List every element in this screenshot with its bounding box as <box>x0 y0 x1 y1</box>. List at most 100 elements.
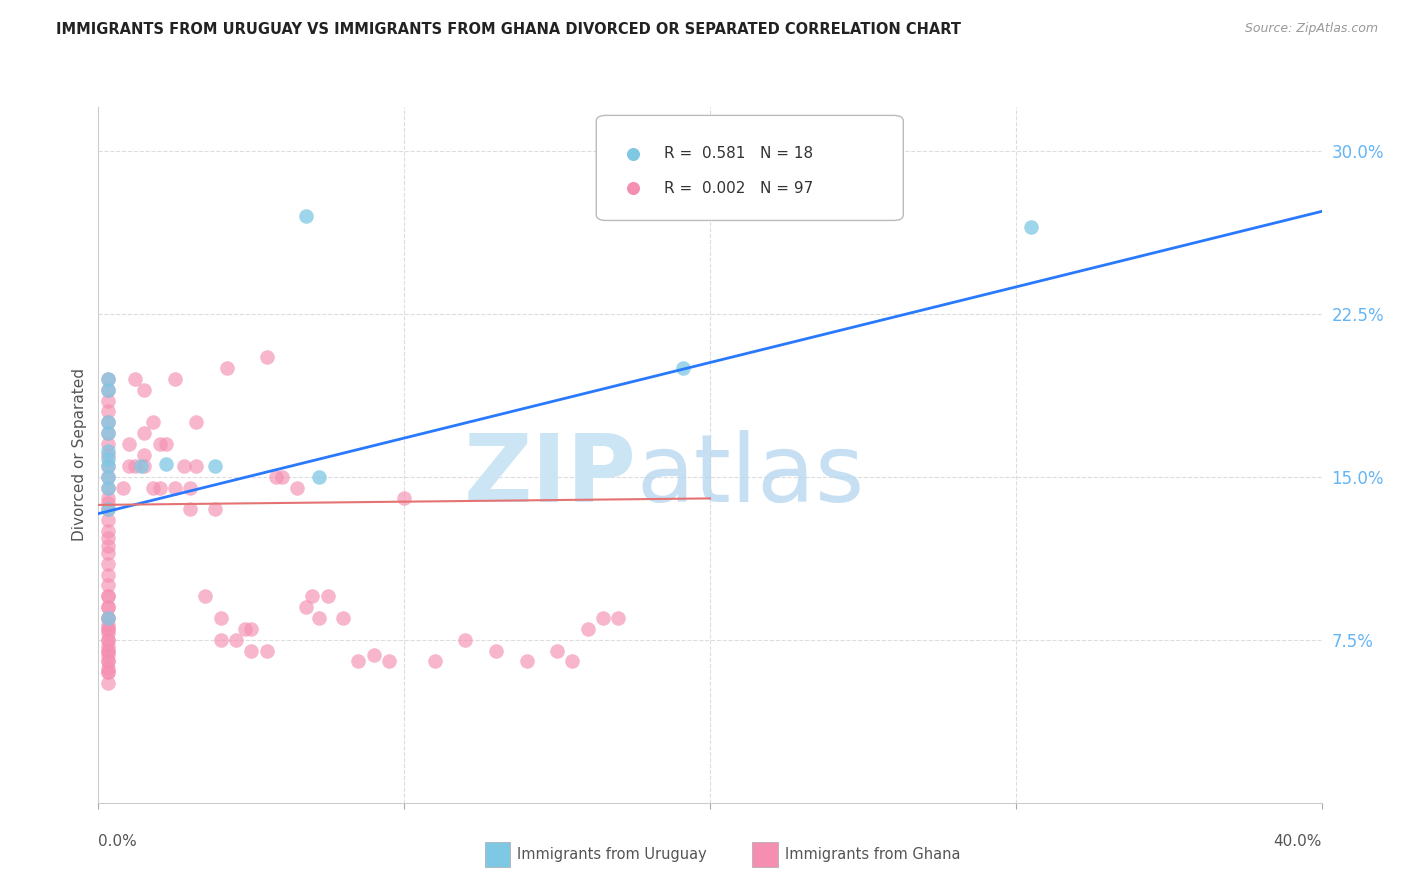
Point <box>97 539 120 553</box>
Point <box>179 481 201 495</box>
Point <box>209 611 232 625</box>
Point <box>392 491 416 506</box>
Point <box>240 643 263 657</box>
Point <box>264 469 287 483</box>
Point <box>209 632 232 647</box>
Point <box>134 426 156 441</box>
Point <box>378 655 401 669</box>
Point <box>97 639 120 653</box>
Point <box>142 481 165 495</box>
Point <box>186 458 208 473</box>
Point <box>134 458 156 473</box>
Point <box>97 622 120 636</box>
Point <box>204 502 226 516</box>
Point <box>97 643 120 657</box>
Point <box>97 415 120 429</box>
Point <box>134 448 156 462</box>
Point <box>256 350 278 364</box>
Point <box>256 643 278 657</box>
Text: 0.0%: 0.0% <box>98 834 138 849</box>
Point <box>186 415 208 429</box>
Point <box>97 589 120 603</box>
Point <box>155 457 177 471</box>
Point <box>97 415 120 429</box>
Point <box>118 458 141 473</box>
Point <box>149 481 172 495</box>
Point <box>97 626 120 640</box>
Point <box>97 655 120 669</box>
Point <box>215 360 238 375</box>
Point <box>97 496 120 510</box>
Point <box>163 372 186 386</box>
Point <box>285 481 308 495</box>
Point <box>516 655 538 669</box>
Point <box>124 372 146 386</box>
Point <box>97 404 120 418</box>
Point <box>97 600 120 615</box>
Point <box>97 661 120 675</box>
Y-axis label: Divorced or Separated: Divorced or Separated <box>72 368 87 541</box>
Point <box>97 426 120 441</box>
Point <box>97 481 120 495</box>
Point <box>332 611 354 625</box>
Point <box>97 502 120 516</box>
Point <box>111 481 134 495</box>
Point <box>97 557 120 571</box>
Text: Immigrants from Uruguay: Immigrants from Uruguay <box>517 847 707 862</box>
Point <box>347 655 370 669</box>
Point <box>240 622 263 636</box>
Text: ZIP: ZIP <box>464 430 637 522</box>
Point <box>142 415 165 429</box>
Point <box>155 437 177 451</box>
Point <box>97 481 120 495</box>
Point <box>97 448 120 462</box>
Point <box>546 643 568 657</box>
Point <box>423 655 446 669</box>
Point <box>97 632 120 647</box>
Point <box>97 665 120 680</box>
Point <box>97 452 120 467</box>
Point <box>97 611 120 625</box>
Text: atlas: atlas <box>637 430 865 522</box>
Point <box>270 469 292 483</box>
Text: R =  0.581   N = 18: R = 0.581 N = 18 <box>664 146 813 161</box>
Point <box>97 393 120 408</box>
Text: IMMIGRANTS FROM URUGUAY VS IMMIGRANTS FROM GHANA DIVORCED OR SEPARATED CORRELATI: IMMIGRANTS FROM URUGUAY VS IMMIGRANTS FR… <box>56 22 962 37</box>
Point <box>97 443 120 458</box>
Point <box>97 617 120 632</box>
Point <box>97 611 120 625</box>
Text: Immigrants from Ghana: Immigrants from Ghana <box>785 847 960 862</box>
Point <box>97 578 120 592</box>
Point <box>97 437 120 451</box>
Point <box>97 655 120 669</box>
Point <box>225 632 247 647</box>
Point <box>97 469 120 483</box>
Text: Source: ZipAtlas.com: Source: ZipAtlas.com <box>1244 22 1378 36</box>
Point <box>118 437 141 451</box>
Point <box>97 632 120 647</box>
Text: R =  0.002   N = 97: R = 0.002 N = 97 <box>664 181 813 196</box>
Point <box>97 469 120 483</box>
Point <box>97 648 120 662</box>
Point <box>607 611 630 625</box>
Point <box>97 491 120 506</box>
Point <box>97 600 120 615</box>
Point <box>97 531 120 545</box>
Point <box>301 589 323 603</box>
Point <box>97 611 120 625</box>
Point <box>97 524 120 538</box>
Point <box>204 458 226 473</box>
Point <box>179 502 201 516</box>
FancyBboxPatch shape <box>596 115 903 220</box>
Point <box>97 567 120 582</box>
Point <box>173 458 195 473</box>
Point <box>97 372 120 386</box>
Point <box>97 546 120 560</box>
Point <box>97 643 120 657</box>
Point <box>97 372 120 386</box>
Point <box>308 611 330 625</box>
Point <box>485 643 508 657</box>
Point <box>363 648 385 662</box>
Point <box>308 469 330 483</box>
Point <box>97 383 120 397</box>
